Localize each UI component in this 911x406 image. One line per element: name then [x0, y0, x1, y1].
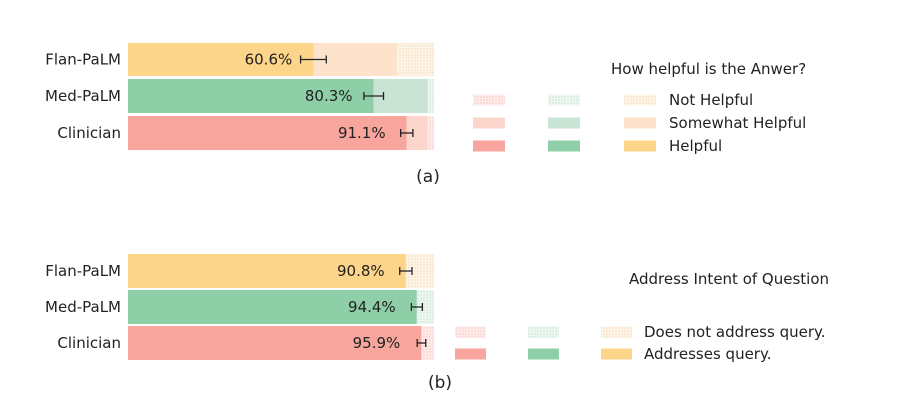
- legend-swatch-2-0: [473, 140, 505, 152]
- legend-swatch-0-0: [473, 94, 505, 106]
- data-label-0: 60.6%: [245, 51, 293, 69]
- data-label-1: 94.4%: [348, 298, 396, 316]
- data-label-2: 95.9%: [353, 334, 401, 352]
- panel-a: 60.6% Flan-PaLM 80.3% Med-PaLM 91.1% Clinicia…: [45, 43, 806, 187]
- data-label-1: 80.3%: [305, 87, 353, 105]
- category-label-0: Flan-PaLM: [45, 51, 121, 69]
- legend-entry-2: Helpful: [669, 137, 722, 155]
- legend-swatch-0-1: [548, 94, 580, 106]
- bar-helpful-0: [128, 43, 314, 76]
- legend-title: Address Intent of Question: [629, 270, 829, 288]
- legend-swatch-0-2: [601, 326, 632, 338]
- panel-label: (a): [416, 167, 440, 187]
- bar-helpful-1: [128, 79, 374, 113]
- legend-swatch-0-0: [455, 326, 486, 338]
- legend-swatch-1-2: [624, 117, 656, 129]
- bar-does-not-address-query--1: [416, 290, 434, 324]
- bar-somewhat-helpful-2: [406, 116, 428, 150]
- bar-addresses-query--1: [128, 290, 417, 324]
- panel-b: 90.8% Flan-PaLM 94.4% Med-PaLM 95.9% Clinicia…: [45, 254, 829, 393]
- category-label-2: Clinician: [57, 124, 121, 142]
- legend-swatch-1-2: [601, 348, 632, 360]
- bar-addresses-query--0: [128, 254, 406, 288]
- legend-swatch-1-0: [455, 348, 486, 360]
- category-label-1: Med-PaLM: [45, 87, 121, 105]
- legend-swatch-2-1: [548, 140, 580, 152]
- data-label-2: 91.1%: [338, 124, 386, 142]
- legend-entry-0: Not Helpful: [669, 91, 753, 109]
- legend-entry-1: Somewhat Helpful: [669, 114, 806, 132]
- legend-swatch-1-0: [473, 117, 505, 129]
- bar-helpful-2: [128, 116, 407, 150]
- legend-title: How helpful is the Anwer?: [611, 60, 806, 78]
- panel-label: (b): [428, 373, 452, 393]
- legend-entry-0: Does not address query.: [644, 323, 826, 341]
- legend-swatch-1-1: [548, 117, 580, 129]
- category-label-0: Flan-PaLM: [45, 262, 121, 280]
- bar-addresses-query--2: [128, 326, 422, 360]
- bar-does-not-address-query--2: [421, 326, 434, 360]
- bar-somewhat-helpful-0: [313, 43, 398, 76]
- category-label-1: Med-PaLM: [45, 298, 121, 316]
- legend-entry-1: Addresses query.: [644, 345, 771, 363]
- legend-swatch-0-2: [624, 94, 656, 106]
- legend-swatch-0-1: [528, 326, 559, 338]
- bar-not-helpful-1: [427, 79, 434, 113]
- category-label-2: Clinician: [57, 334, 121, 352]
- legend-swatch-2-2: [624, 140, 656, 152]
- bar-not-helpful-2: [427, 116, 434, 150]
- data-label-0: 90.8%: [337, 262, 385, 280]
- legend-swatch-1-1: [528, 348, 559, 360]
- bar-not-helpful-0: [397, 43, 434, 76]
